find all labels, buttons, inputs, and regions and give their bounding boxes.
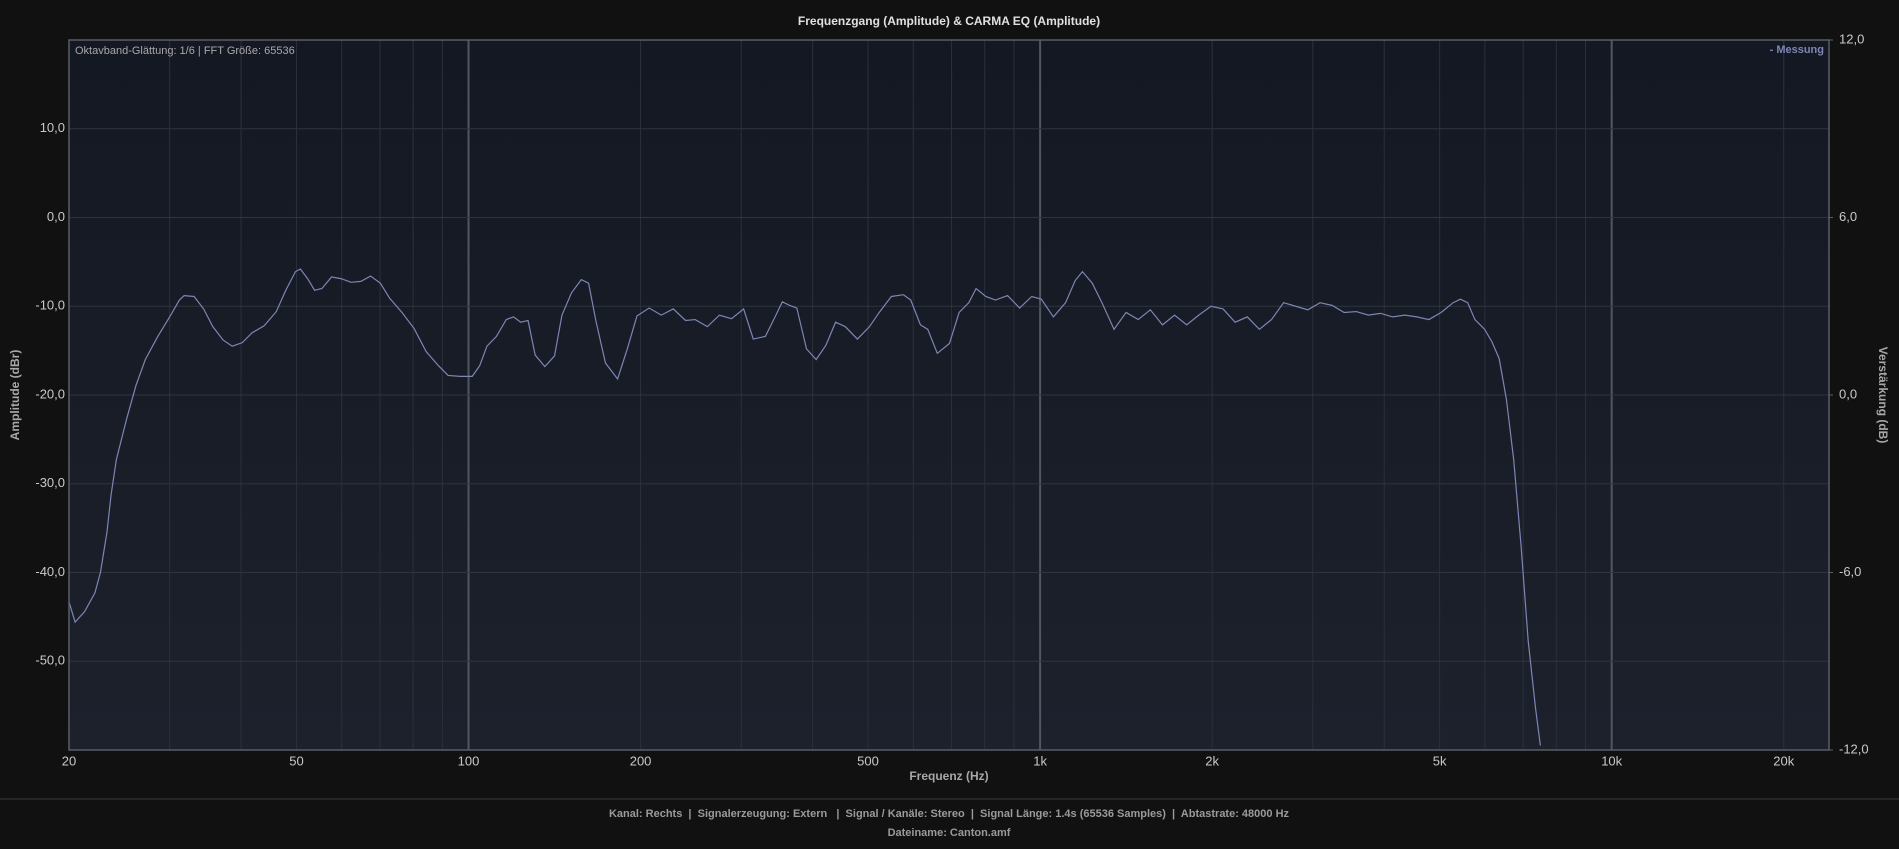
series-line: [68, 268, 1541, 746]
x-tick-label: 500: [857, 753, 879, 768]
y-tick-label: -30,0: [35, 475, 65, 490]
y-tick-label: 0,0: [47, 209, 65, 224]
x-tick-label: 100: [458, 753, 480, 768]
y2-tick-label: 6,0: [1839, 209, 1857, 224]
y-tick-label: 10,0: [40, 120, 65, 135]
y2-tick-label: 0,0: [1839, 386, 1857, 401]
legend-entry: - Messung: [1770, 44, 1824, 56]
footer-info: Kanal: Rechts | Signalerzeugung: Extern …: [609, 808, 1290, 820]
footer-file: Dateiname: Canton.amf: [888, 827, 1011, 839]
x-tick-label: 10k: [1601, 753, 1622, 768]
x-tick-label: 1k: [1033, 753, 1047, 768]
x-tick-label: 50: [289, 753, 303, 768]
y-tick-label: -40,0: [35, 564, 65, 579]
x-axis-label: Frequenz (Hz): [909, 769, 988, 783]
x-tick-label: 5k: [1433, 753, 1447, 768]
y2-tick-label: -12,0: [1839, 741, 1869, 756]
x-tick-label: 20k: [1773, 753, 1794, 768]
x-tick-label: 20: [62, 753, 76, 768]
x-tick-label: 200: [630, 753, 652, 768]
y-tick-label: -20,0: [35, 386, 65, 401]
y-tick-label: -50,0: [35, 653, 65, 668]
chart-title: Frequenzgang (Amplitude) & CARMA EQ (Amp…: [798, 14, 1100, 28]
plot-frame: [68, 39, 1830, 751]
y2-axis-label: Verstärkung (dB): [1876, 347, 1890, 444]
x-tick-label: 2k: [1205, 753, 1219, 768]
annotation: Oktavband-Glättung: 1/6 | FFT Größe: 655…: [75, 45, 295, 57]
y2-tick-label: -6,0: [1839, 564, 1861, 579]
y-axis-label: Amplitude (dBr): [8, 350, 22, 441]
y2-tick-label: 12,0: [1839, 31, 1864, 46]
y-tick-label: -10,0: [35, 298, 65, 313]
marks: [68, 268, 1541, 746]
